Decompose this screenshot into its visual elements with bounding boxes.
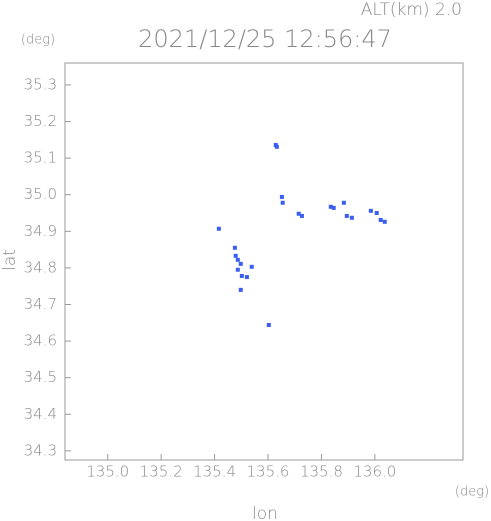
echo-point [249,264,254,269]
echo-point [296,211,301,216]
echo-point [238,261,243,266]
y-tick-label: 35.0 [24,185,57,203]
x-unit: (deg) [455,485,489,500]
echo-point [274,144,279,149]
echo-point [280,200,285,205]
chart-title: 2021/12/25 12:56:47 [138,25,392,53]
y-tick-label: 34.5 [24,368,57,386]
y-axis-label: lat [0,249,20,271]
echo-point [374,211,379,216]
x-axis-label: lon [252,504,278,521]
echo-point [341,200,346,205]
echo-point [378,217,383,222]
altitude-label: ALT(km) 2.0 [361,0,462,20]
y-tick-label: 35.1 [24,149,57,167]
y-tick-label: 34.4 [24,405,57,423]
echo-point [344,213,349,218]
echo-point [244,275,249,280]
y-unit: (deg) [21,33,55,48]
x-tick-label: 135.6 [247,463,290,481]
plot-frame [64,62,464,461]
echo-point [238,287,243,292]
x-tick-label: 135.0 [86,463,129,481]
echo-point [331,205,336,210]
echo-point [239,273,244,278]
echo-point [382,219,387,224]
x-tick-label: 135.2 [140,463,183,481]
x-tick-label: 135.8 [300,463,343,481]
y-tick-label: 34.7 [24,295,57,313]
echo-point [232,245,237,250]
echo-point [235,257,240,262]
echo-point [216,226,221,231]
echo-point [279,194,284,199]
y-tick-label: 35.3 [24,75,57,93]
echo-point [328,204,333,209]
echo-point [235,267,240,272]
echo-point [266,322,271,327]
echo-point [233,253,238,258]
y-tick-label: 34.9 [24,222,57,240]
y-tick-label: 34.6 [24,332,57,350]
echo-point [299,213,304,218]
x-tick-label: 136.0 [353,463,396,481]
echo-point [349,215,354,220]
y-tick-label: 35.2 [24,112,57,130]
x-tick-label: 135.4 [193,463,236,481]
y-tick-label: 34.3 [24,441,57,459]
echo-point [368,208,373,213]
y-tick-label: 34.8 [24,258,57,276]
